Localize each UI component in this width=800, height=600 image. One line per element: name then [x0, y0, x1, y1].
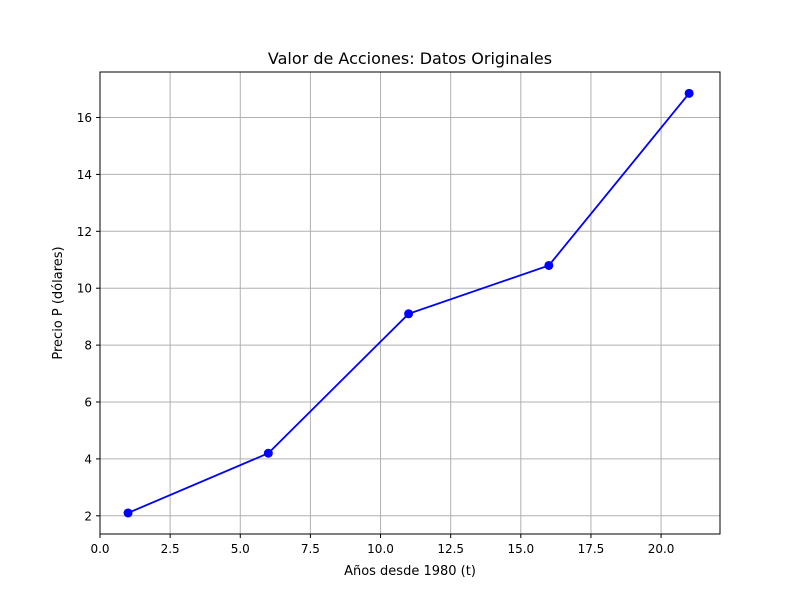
y-axis-label: Precio P (dólares): [51, 246, 66, 359]
chart-title: Valor de Acciones: Datos Originales: [268, 49, 552, 68]
data-point: [123, 508, 133, 518]
y-tick-label: 10: [77, 282, 92, 296]
x-tick-label: 12.5: [437, 542, 464, 556]
x-axis-ticks: 0.0 2.5 5.0 7.5 10.0 12.5 15.0 17.5 20.0: [90, 534, 674, 556]
y-tick-label: 8: [84, 339, 92, 353]
data-point: [684, 88, 694, 98]
y-tick-label: 6: [84, 396, 92, 410]
y-tick-label: 2: [84, 509, 92, 523]
x-axis-label: Años desde 1980 (t): [344, 564, 476, 579]
data-point: [544, 260, 554, 270]
x-tick-label: 10.0: [367, 542, 394, 556]
grid-layer: [99, 72, 720, 534]
y-tick-label: 16: [77, 111, 92, 125]
data-point: [404, 309, 414, 319]
x-tick-label: 17.5: [578, 542, 605, 556]
x-tick-label: 20.0: [648, 542, 675, 556]
x-tick-label: 15.0: [507, 542, 534, 556]
x-tick-label: 2.5: [161, 542, 180, 556]
y-tick-label: 4: [84, 452, 92, 466]
x-tick-label: 5.0: [231, 542, 250, 556]
x-tick-label: 0.0: [90, 542, 109, 556]
y-tick-label: 14: [77, 168, 92, 182]
x-tick-label: 7.5: [301, 542, 320, 556]
series-line: [127, 92, 690, 514]
plot-frame: [99, 71, 721, 535]
y-axis-ticks: 2 4 6 8 10 12 14 16: [77, 111, 100, 523]
data-point: [263, 448, 273, 458]
series-layer: [123, 88, 694, 518]
y-tick-label: 12: [77, 225, 92, 239]
